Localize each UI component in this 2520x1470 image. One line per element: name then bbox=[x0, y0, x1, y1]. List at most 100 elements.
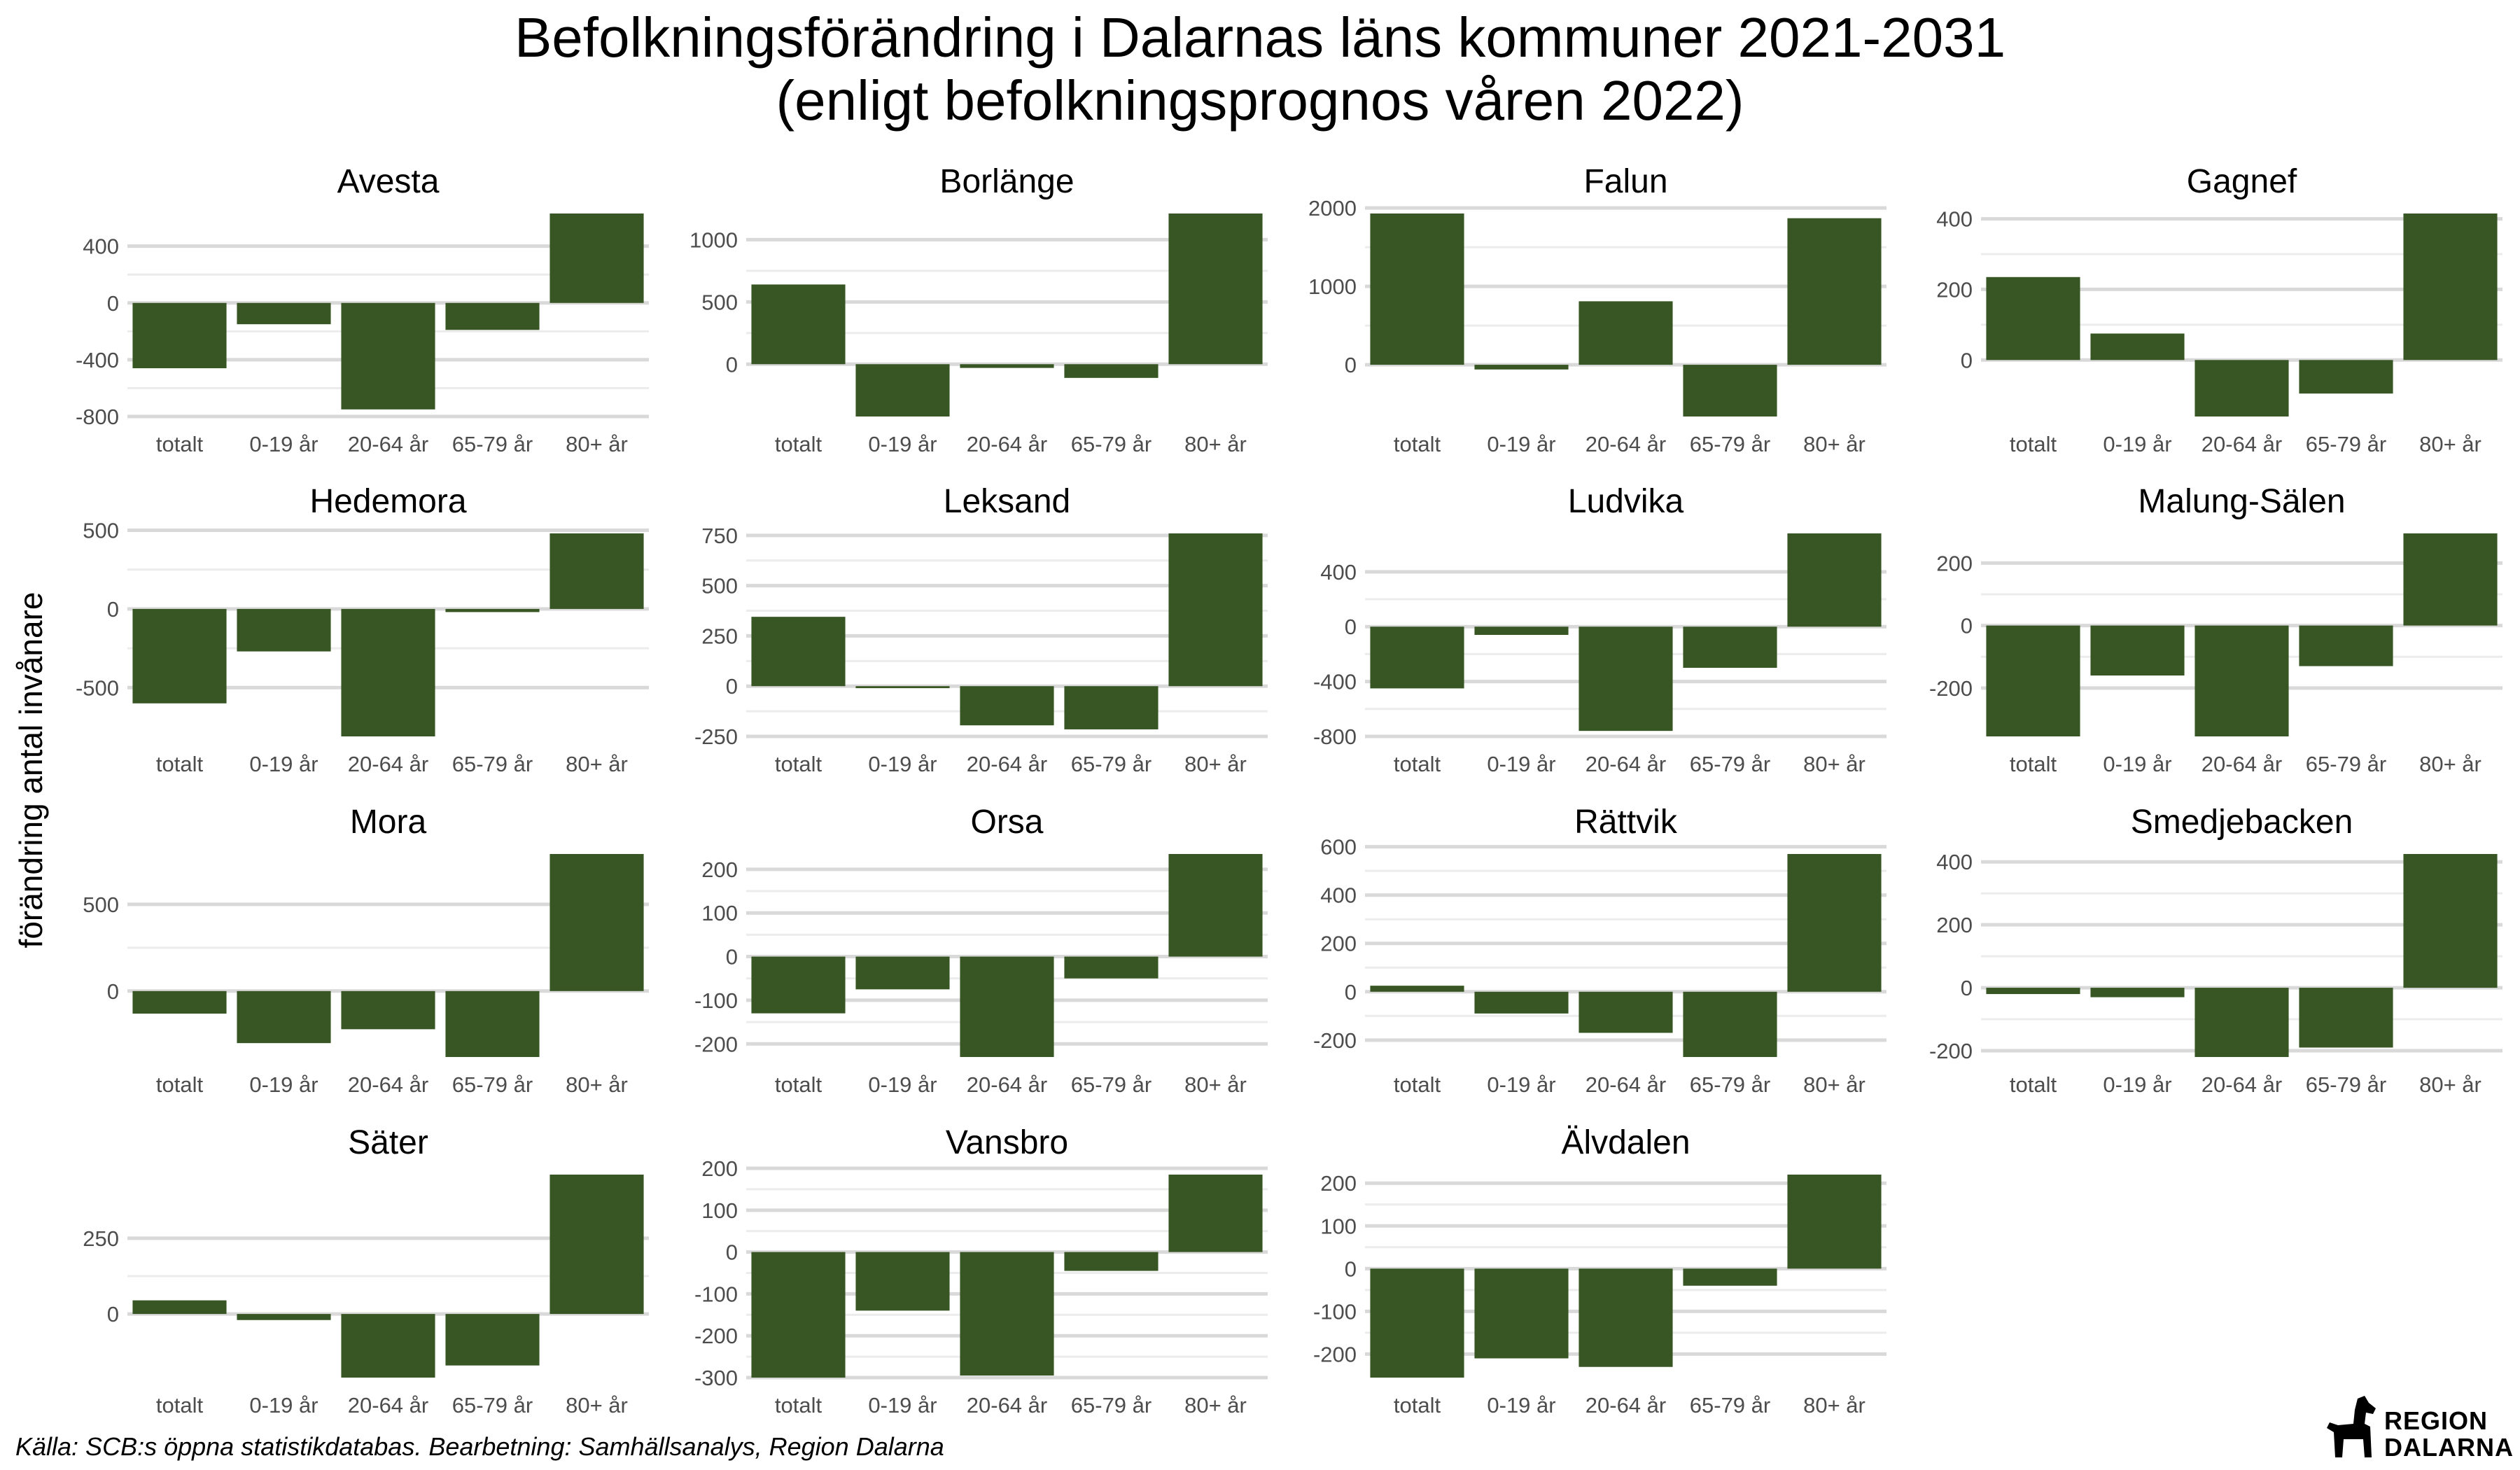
facet-älvdalen: Älvdalen -200 -100 0 100 200 totalt 0-19 år 20-6… bbox=[1313, 1124, 1886, 1418]
facet-säter: Säter 0 250 totalt 0-19 år 20-64 år 65-79 år 80… bbox=[83, 1124, 649, 1418]
bar-5 bbox=[1787, 1175, 1882, 1269]
facet-leksand: Leksand -250 0 250 500 750 totalt 0-19 år 20-64 … bbox=[694, 483, 1268, 776]
bar-2 bbox=[237, 302, 331, 325]
y-tick-label: -500 bbox=[76, 676, 119, 700]
x-tick-label: 0-19 år bbox=[2103, 1072, 2171, 1097]
x-tick-label: 65-79 år bbox=[2306, 432, 2386, 456]
y-tick-label: -200 bbox=[694, 1324, 738, 1348]
bar-2 bbox=[2090, 333, 2185, 360]
y-tick-label: 500 bbox=[83, 519, 119, 543]
y-tick-label: 0 bbox=[1961, 348, 1973, 372]
bar-1 bbox=[1370, 214, 1464, 365]
x-tick-label: 20-64 år bbox=[967, 1072, 1047, 1097]
bar-1 bbox=[132, 608, 227, 704]
facet-title: Leksand bbox=[944, 483, 1070, 520]
y-tick-label: -400 bbox=[76, 348, 119, 372]
bar-4 bbox=[445, 608, 540, 612]
facet-title: Borlänge bbox=[939, 163, 1074, 200]
x-tick-label: 20-64 år bbox=[967, 1393, 1047, 1418]
facet-title: Hedemora bbox=[309, 483, 466, 520]
bar-3 bbox=[960, 364, 1054, 368]
bar-1 bbox=[132, 1300, 227, 1315]
x-tick-label: 80+ år bbox=[2419, 752, 2482, 776]
x-tick-label: totalt bbox=[775, 1393, 822, 1418]
bar-1 bbox=[751, 284, 846, 365]
bar-1 bbox=[1370, 986, 1464, 992]
y-tick-label: 0 bbox=[1345, 353, 1357, 377]
y-tick-label: 0 bbox=[107, 291, 119, 316]
y-tick-label: -200 bbox=[1929, 676, 1973, 701]
y-tick-label: 0 bbox=[1345, 615, 1357, 639]
x-tick-label: 65-79 år bbox=[1071, 432, 1152, 456]
x-tick-label: 65-79 år bbox=[1071, 1072, 1152, 1097]
dala-horse-icon bbox=[2327, 1396, 2376, 1457]
x-tick-label: 0-19 år bbox=[249, 1393, 318, 1418]
bar-5 bbox=[1787, 854, 1882, 992]
x-tick-label: 65-79 år bbox=[1690, 432, 1770, 456]
y-tick-label: 400 bbox=[1936, 850, 1973, 874]
bar-4 bbox=[2299, 625, 2393, 666]
bar-2 bbox=[2090, 625, 2185, 676]
x-tick-label: 20-64 år bbox=[348, 1072, 428, 1097]
y-tick-label: 0 bbox=[1345, 1256, 1357, 1281]
x-tick-label: 65-79 år bbox=[2306, 1072, 2386, 1097]
x-tick-label: totalt bbox=[1394, 752, 1441, 776]
chart-title: Befolkningsförändring i Dalarnas läns ko… bbox=[514, 6, 2006, 69]
y-tick-label: 0 bbox=[1961, 614, 1973, 638]
facet-orsa: Orsa -200 -100 0 100 200 totalt 0-19 år 20-64 år… bbox=[694, 804, 1268, 1097]
y-tick-label: 100 bbox=[701, 1198, 738, 1223]
x-tick-label: 65-79 år bbox=[2306, 752, 2386, 776]
y-tick-label: 750 bbox=[701, 524, 738, 548]
bar-4 bbox=[1683, 626, 1777, 668]
y-tick-label: 0 bbox=[107, 979, 119, 1004]
x-tick-label: totalt bbox=[775, 1072, 822, 1097]
facet-title: Vansbro bbox=[946, 1124, 1068, 1161]
y-tick-label: -100 bbox=[1313, 1299, 1357, 1324]
bar-4 bbox=[445, 302, 540, 330]
y-tick-label: -800 bbox=[76, 405, 119, 429]
x-tick-label: totalt bbox=[1394, 1072, 1441, 1097]
bar-1 bbox=[751, 1252, 846, 1378]
x-tick-label: 0-19 år bbox=[1487, 1393, 1555, 1418]
facet-vansbro: Vansbro -300 -200 -100 0 100 200 totalt 0-19 år 2… bbox=[694, 1124, 1268, 1418]
y-tick-label: 0 bbox=[1345, 980, 1357, 1004]
y-tick-label: 0 bbox=[726, 352, 738, 377]
y-tick-label: 400 bbox=[83, 234, 119, 259]
bar-3 bbox=[1578, 301, 1673, 365]
bar-5 bbox=[550, 214, 644, 303]
y-tick-label: 100 bbox=[1320, 1214, 1357, 1238]
bar-2 bbox=[1474, 365, 1569, 370]
x-tick-label: 20-64 år bbox=[2202, 752, 2282, 776]
y-tick-label: 100 bbox=[701, 901, 738, 925]
source-caption: Källa: SCB:s öppna statistikdatabas. Bea… bbox=[15, 1432, 944, 1461]
facet-title: Rättvik bbox=[1574, 804, 1678, 841]
x-tick-label: totalt bbox=[156, 1072, 204, 1097]
facet-gagnef: Gagnef 0 200 400 totalt 0-19 år 20-64 år 65-79 … bbox=[1936, 163, 2502, 456]
y-tick-label: 0 bbox=[1961, 976, 1973, 1000]
bar-3 bbox=[1578, 626, 1673, 732]
bar-4 bbox=[1683, 365, 1777, 416]
y-tick-label: 0 bbox=[726, 1240, 738, 1265]
bar-4 bbox=[1064, 956, 1158, 979]
x-tick-label: totalt bbox=[775, 432, 822, 456]
facet-title: Älvdalen bbox=[1561, 1124, 1690, 1161]
y-tick-label: -200 bbox=[1313, 1028, 1357, 1053]
bar-5 bbox=[1168, 854, 1263, 957]
bar-4 bbox=[445, 1314, 540, 1366]
bar-2 bbox=[855, 364, 950, 416]
bar-2 bbox=[1474, 1268, 1569, 1359]
bar-3 bbox=[341, 1314, 435, 1378]
x-tick-label: 80+ år bbox=[566, 432, 628, 456]
x-tick-label: 20-64 år bbox=[1586, 1393, 1666, 1418]
facet-title: Smedjebacken bbox=[2131, 804, 2353, 841]
y-tick-label: -100 bbox=[694, 988, 738, 1013]
bar-4 bbox=[2299, 988, 2393, 1048]
y-tick-label: 200 bbox=[1936, 551, 1973, 575]
y-tick-label: -200 bbox=[1929, 1039, 1973, 1063]
bar-3 bbox=[1578, 991, 1673, 1033]
bar-3 bbox=[1578, 1268, 1673, 1367]
bar-2 bbox=[1474, 626, 1569, 635]
bar-5 bbox=[2403, 854, 2498, 988]
bar-3 bbox=[341, 608, 435, 736]
